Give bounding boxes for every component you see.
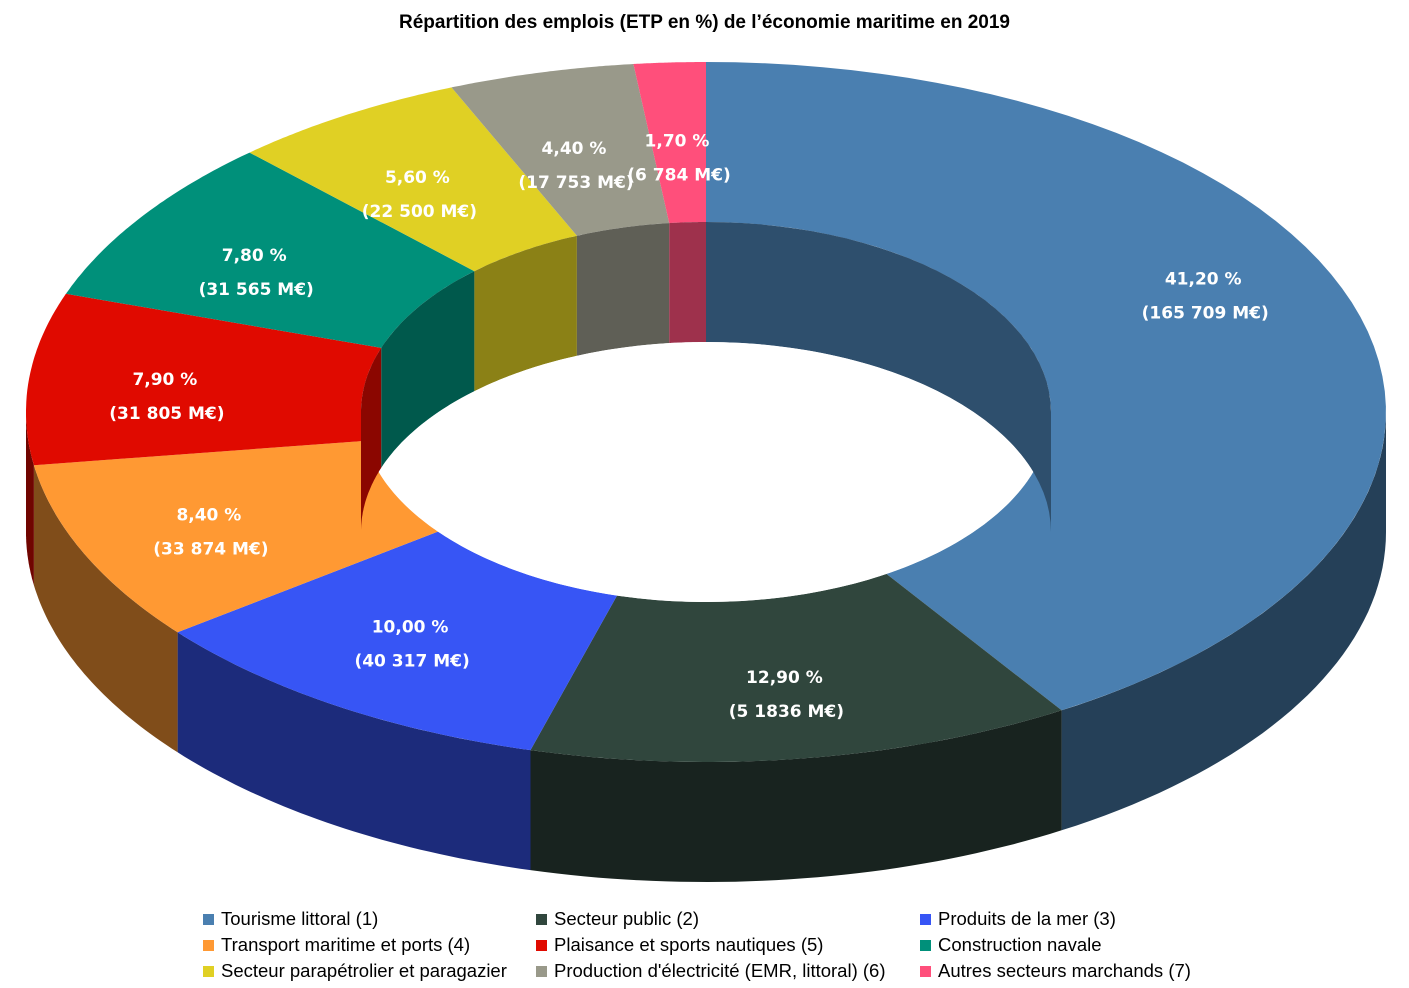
inner-wall-8 [669, 222, 706, 344]
legend-swatch [536, 939, 547, 951]
legend-swatch [920, 965, 931, 977]
outer-wall-3 [33, 465, 178, 753]
slice-percent-label: 41,20 % [1165, 270, 1242, 290]
slice-value-label: (33 874 M€) [153, 539, 268, 559]
slice-percent-label: 10,00 % [372, 618, 449, 638]
slice-percent-label: 7,80 % [222, 246, 287, 266]
inner-wall-6 [474, 235, 577, 392]
legend-item: Secteur public (2) [536, 908, 920, 930]
slice-4 [26, 293, 382, 466]
outer-wall-1 [530, 710, 1062, 882]
chart-title: Répartition des emplois (ETP en %) de l’… [399, 12, 1010, 33]
legend-label: Production d'électricité (EMR, littoral)… [554, 960, 886, 981]
slice-0 [706, 62, 1386, 711]
legend-item: Transport maritime et ports (4) [203, 934, 536, 956]
slice-percent-label: 4,40 % [542, 139, 607, 159]
legend-swatch [203, 965, 214, 977]
legend-swatch [536, 913, 547, 925]
donut-hole [361, 342, 1051, 602]
slice-percent-label: 1,70 % [645, 131, 710, 151]
inner-wall-4 [361, 347, 382, 532]
chart-legend: Tourisme littoral (1) Secteur public (2) P… [203, 908, 1233, 982]
slice-1 [530, 573, 1062, 762]
slice-value-label: (6 784 M€) [627, 165, 730, 185]
legend-item: Autres secteurs marchands (7) [920, 960, 1233, 982]
slice-value-label: (5 1836 M€) [729, 702, 844, 722]
outer-wall-2 [177, 632, 531, 871]
slice-6 [249, 87, 577, 272]
legend-label: Autres secteurs marchands (7) [938, 960, 1191, 981]
legend-label: Secteur public (2) [554, 908, 699, 929]
legend-item: Produits de la mer (3) [920, 908, 1233, 930]
slice-2 [177, 531, 617, 751]
slice-percent-label: 5,60 % [385, 168, 450, 188]
legend-swatch [920, 913, 931, 925]
donut-chart: 41,20 % (165 709 M€) 12,90 % (5 1836 M€) 10,… [26, 62, 1386, 882]
slice-3 [33, 440, 438, 633]
legend-item: Production d'électricité (EMR, littoral)… [536, 960, 920, 982]
slice-percent-label: 7,90 % [132, 370, 197, 390]
slice-value-label: (22 500 M€) [362, 202, 477, 222]
legend-item: Plaisance et sports nautiques (5) [536, 934, 920, 956]
legend-swatch [920, 939, 931, 951]
legend-label: Secteur parapétrolier et paragazier [221, 960, 507, 981]
outer-wall-0 [1061, 412, 1386, 831]
legend-label: Construction navale [938, 934, 1102, 955]
slice-value-label: (40 317 M€) [354, 652, 469, 672]
slice-value-label: (31 565 M€) [199, 280, 314, 300]
inner-wall-0 [706, 222, 1051, 532]
legend-swatch [203, 913, 214, 925]
legend-label: Plaisance et sports nautiques (5) [554, 934, 824, 955]
slice-percent-label: 8,40 % [176, 505, 241, 525]
legend-label: Produits de la mer (3) [938, 908, 1116, 929]
slice-7 [451, 64, 670, 236]
slice-value-label: (165 709 M€) [1142, 304, 1269, 324]
slice-8 [633, 62, 706, 224]
legend-swatch [536, 965, 547, 977]
legend-item: Tourisme littoral (1) [203, 908, 536, 930]
legend-label: Transport maritime et ports (4) [221, 934, 471, 955]
outer-wall-4 [26, 412, 34, 586]
inner-wall-7 [576, 223, 670, 356]
legend-label: Tourisme littoral (1) [221, 908, 379, 929]
slice-5 [65, 152, 475, 348]
slice-percent-label: 12,90 % [746, 668, 823, 688]
legend-item: Construction navale [920, 934, 1233, 956]
slice-value-label: (31 805 M€) [109, 404, 224, 424]
inner-wall-5 [381, 271, 475, 468]
legend-swatch [203, 939, 214, 951]
legend-item: Secteur parapétrolier et paragazier [203, 960, 536, 982]
slice-value-label: (17 753 M€) [518, 173, 633, 193]
